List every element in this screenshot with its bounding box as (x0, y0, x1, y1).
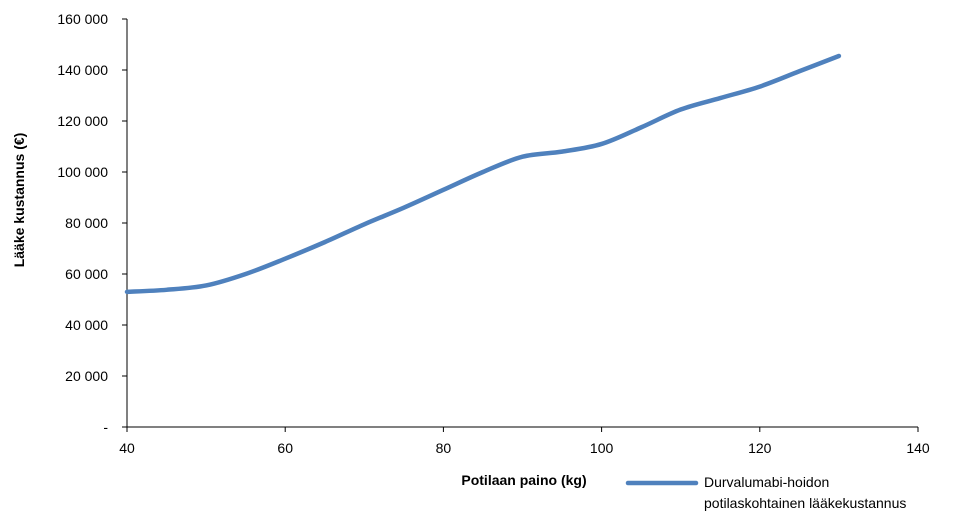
y-axis-title: Lääke kustannus (€) (11, 133, 27, 268)
y-tick-label: 60 000 (65, 266, 108, 282)
x-axis-ticks: 40 60 80 100 120 140 (119, 427, 930, 456)
y-tick-label: 140 000 (57, 62, 108, 78)
x-tick-label: 140 (906, 440, 930, 456)
x-tick-label: 80 (436, 440, 452, 456)
y-axis-ticks: - 20 000 40 000 60 000 80 000 100 000 120 000 1… (57, 11, 127, 435)
y-tick-label: 80 000 (65, 215, 108, 231)
y-tick-label: 20 000 (65, 368, 108, 384)
x-axis-title: Potilaan paino (kg) (461, 472, 586, 488)
y-tick-label: 40 000 (65, 317, 108, 333)
x-tick-label: 120 (748, 440, 772, 456)
y-tick-label: 160 000 (57, 11, 108, 27)
y-tick-label: 120 000 (57, 113, 108, 129)
legend: Durvalumabi-hoidon potilaskohtainen lääk… (625, 474, 906, 511)
y-tick-label: 100 000 (57, 164, 108, 180)
x-tick-label: 60 (277, 440, 293, 456)
legend-label-line-1: Durvalumabi-hoidon (704, 474, 829, 490)
legend-label-line-2: potilaskohtainen lääkekustannus (704, 495, 906, 511)
y-tick-label: - (103, 419, 108, 435)
x-tick-label: 40 (119, 440, 135, 456)
series-line (124, 53, 842, 295)
x-tick-label: 100 (590, 440, 614, 456)
series-group (124, 53, 842, 295)
